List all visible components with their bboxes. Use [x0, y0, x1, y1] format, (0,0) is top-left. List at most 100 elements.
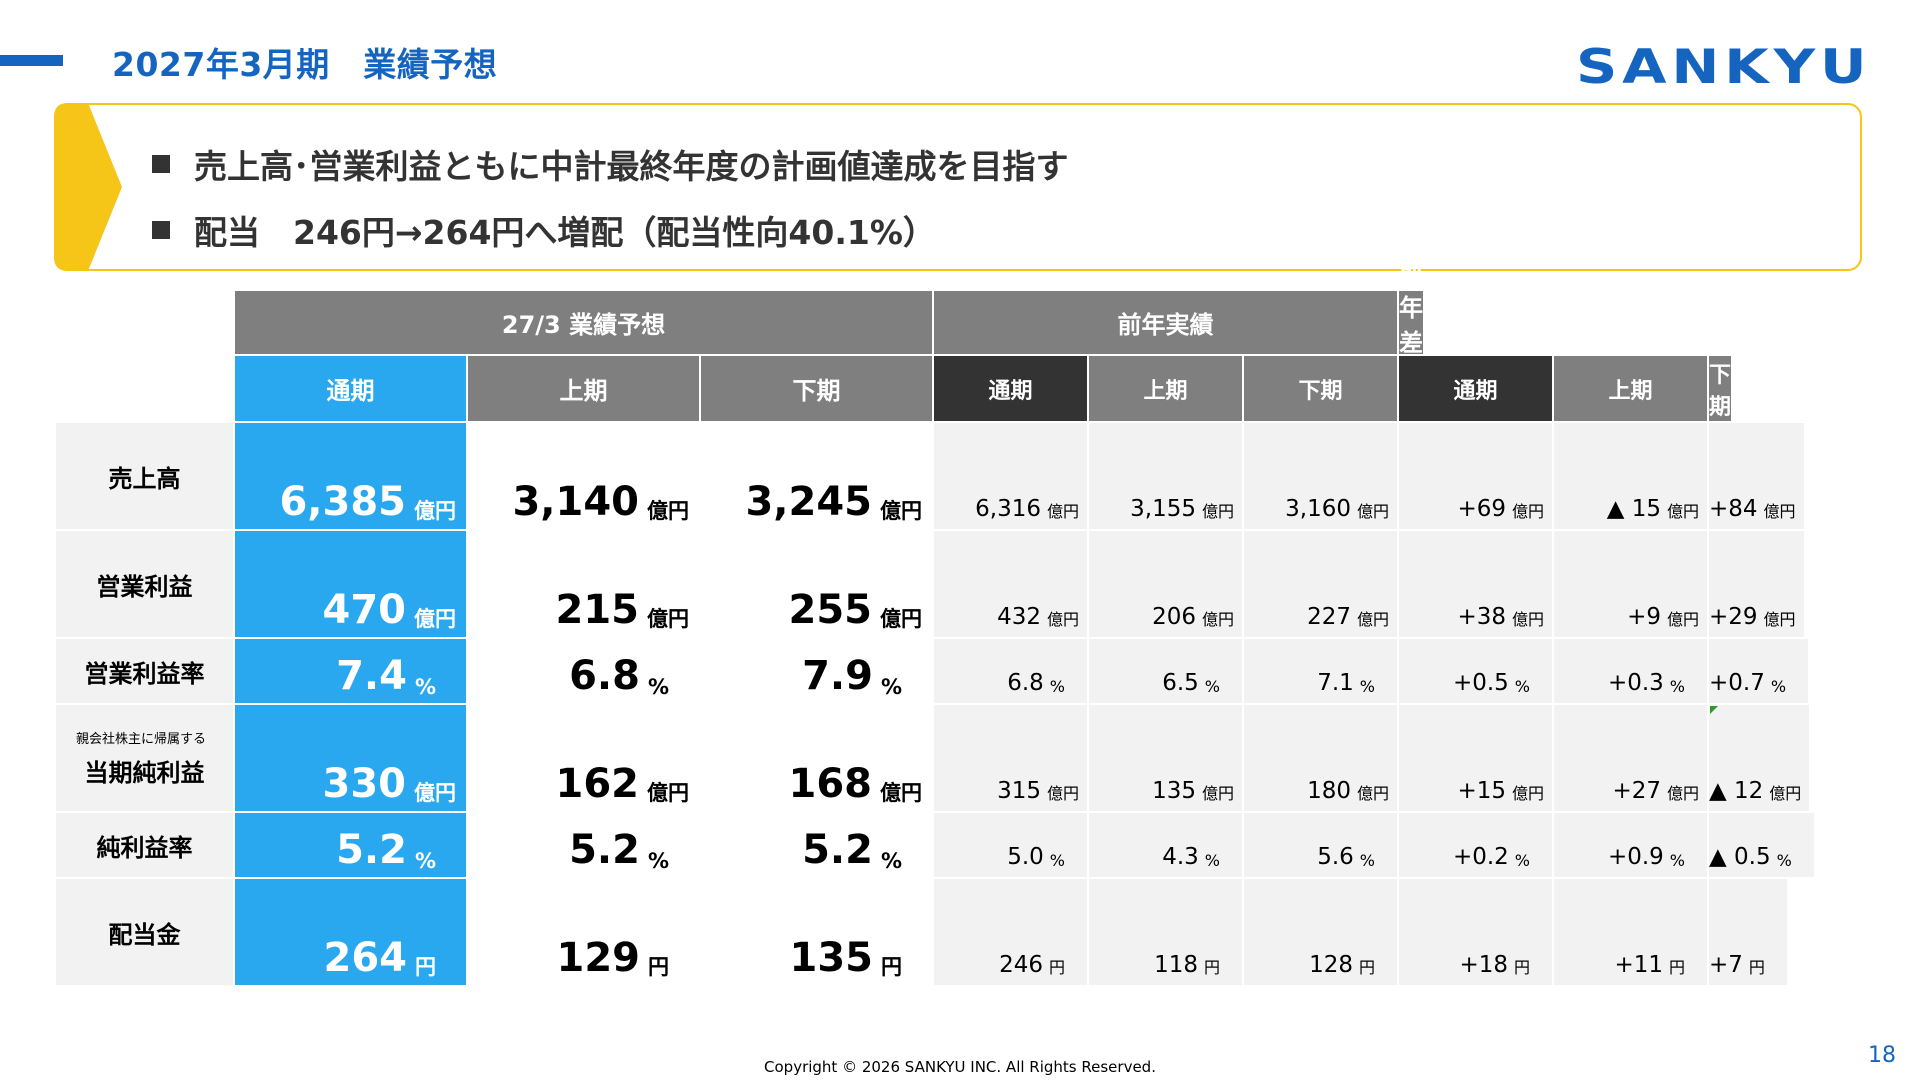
table-cell: 246 円 [934, 879, 1087, 985]
cell-value: 3,245 [745, 479, 872, 525]
cell-unit: 億円 [1046, 610, 1079, 629]
cell-unit: 億円 [1046, 784, 1079, 803]
table-cell: 315 億円 [934, 705, 1087, 811]
table-cell: 6,316 億円 [934, 423, 1087, 529]
cell-value: +84 [1709, 496, 1758, 522]
table-cell: +9 億円 [1554, 531, 1707, 637]
copyright: Copyright © 2026 SANKYU INC. All Rights … [764, 1058, 1156, 1076]
cell-value: 5.2 [336, 827, 407, 873]
row-label-text: 配当金 [108, 920, 181, 949]
column-header: 上期 [468, 356, 699, 421]
cell-unit: % [1669, 677, 1685, 696]
cell-value: +69 [1457, 496, 1506, 522]
highlight-line-2: 配当 246円→264円へ増配（配当性向40.1%） [152, 206, 936, 254]
table-cell: +0.5% [1399, 639, 1552, 703]
column-header: 上期 [1554, 356, 1707, 421]
cell-unit: % [1514, 851, 1530, 870]
table-cell: 7.4% [235, 639, 466, 703]
bullet-square-icon [152, 155, 170, 173]
cell-unit: 億円 [1763, 502, 1796, 521]
table-cell: ▲ 15 億円 [1554, 423, 1707, 529]
cell-value: 432 [997, 604, 1041, 630]
group-header: 27/3 業績予想 [235, 291, 932, 354]
cell-value: 6.8 [1007, 670, 1044, 696]
cell-value: 3,140 [512, 479, 639, 525]
cell-unit: 円 [1358, 958, 1375, 977]
row-label: 親会社株主に帰属する当期純利益 [56, 705, 233, 811]
highlight-text: 配当 246円→264円へ増配（配当性向40.1%） [194, 213, 936, 252]
cell-value: ▲ 15 [1606, 496, 1661, 522]
table-cell: 4.3% [1089, 813, 1242, 877]
bullet-square-icon [152, 221, 170, 239]
table-cell: 5.0% [934, 813, 1087, 877]
cell-value: +0.7 [1709, 670, 1765, 696]
table-cell: 162 億円 [468, 705, 699, 811]
cell-unit: 円 [648, 955, 669, 979]
table-cell: +0.7% [1709, 639, 1809, 703]
cell-value: +38 [1457, 604, 1506, 630]
row-sublabel: 親会社株主に帰属する [76, 732, 207, 747]
cell-unit: % [647, 675, 669, 699]
table-cell: 135 円 [701, 879, 932, 985]
table-cell: 135 億円 [1089, 705, 1242, 811]
cell-unit: 円 [1513, 958, 1530, 977]
cell-value: 135 [1152, 778, 1196, 804]
cell-unit: 億円 [1666, 610, 1699, 629]
cell-unit: % [1359, 677, 1375, 696]
table-cell: 5.2% [468, 813, 699, 877]
group-header: 前年差異 [1399, 258, 1423, 392]
cell-value: 255 [788, 587, 873, 633]
cell-unit: % [1204, 677, 1220, 696]
row-label-text: 純利益率 [96, 833, 193, 862]
column-header: 上期 [1089, 356, 1242, 421]
row-label-text: 営業利益 [96, 572, 193, 601]
table-cell: 6,385 億円 [235, 423, 466, 529]
cell-value: +0.3 [1607, 670, 1664, 696]
cell-unit: 億円 [1511, 610, 1544, 629]
table-cell: 180 億円 [1244, 705, 1397, 811]
cell-unit: 億円 [414, 781, 456, 805]
cell-unit: % [880, 849, 902, 873]
cell-value: 7.9 [802, 653, 873, 699]
cell-unit: 円 [1668, 958, 1685, 977]
table-cell: ▲ 12 億円 [1709, 705, 1810, 811]
cell-unit: 億円 [880, 781, 922, 805]
table-cell: 5.2% [235, 813, 466, 877]
cell-unit: 億円 [1201, 784, 1234, 803]
cell-unit: % [647, 849, 669, 873]
row-label-text: 当期純利益 [84, 759, 205, 787]
cell-value: 470 [322, 587, 407, 633]
row-label: 営業利益 [56, 531, 233, 637]
table-cell: +15 億円 [1399, 705, 1552, 811]
cell-unit: 億円 [414, 607, 456, 631]
cell-value: ▲ 12 [1709, 778, 1764, 804]
cell-value: 215 [555, 587, 640, 633]
table-cell: 7.1% [1244, 639, 1397, 703]
cell-value: +15 [1457, 778, 1506, 804]
cell-value: ▲ 0.5 [1709, 844, 1771, 870]
cell-unit: 億円 [647, 499, 689, 523]
table-cell: +11 円 [1554, 879, 1707, 985]
table-cell: 3,140 億円 [468, 423, 699, 529]
column-header: 下期 [1709, 356, 1732, 421]
cell-unit: 億円 [880, 607, 922, 631]
cell-unit: 億円 [414, 499, 456, 523]
cell-value: 227 [1307, 604, 1351, 630]
cell-unit: 億円 [1356, 610, 1389, 629]
table-cell: 264 円 [235, 879, 466, 985]
cell-value: 128 [1309, 952, 1353, 978]
cell-value: 5.2 [802, 827, 873, 873]
cell-unit: % [1669, 851, 1685, 870]
table-cell: 330 億円 [235, 705, 466, 811]
cell-unit: 億円 [1046, 502, 1079, 521]
cell-unit: % [880, 675, 902, 699]
cell-unit: 億円 [1201, 502, 1234, 521]
cell-value: 330 [322, 761, 407, 807]
column-header: 通期 [934, 356, 1087, 421]
cell-value: 6.5 [1162, 670, 1199, 696]
table-cell: 118 円 [1089, 879, 1242, 985]
row-label: 営業利益率 [56, 639, 233, 703]
cell-value: +0.5 [1452, 670, 1509, 696]
cell-unit: 円 [415, 955, 436, 979]
table-cell: 129 円 [468, 879, 699, 985]
